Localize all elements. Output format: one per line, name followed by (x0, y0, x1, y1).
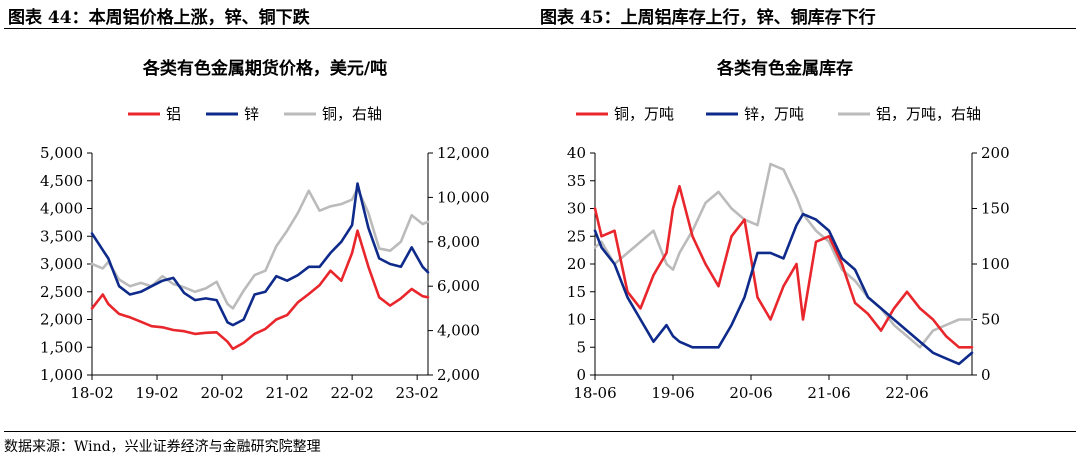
inventory-x-tick-label: 18-06 (573, 384, 616, 402)
price-left-tick-label: 2,500 (40, 283, 83, 301)
source-note: 数据来源：Wind，兴业证券经济与金融研究院整理 (4, 439, 321, 455)
inventory-left-tick-label: 15 (567, 283, 586, 301)
price-x-tick-label: 19-02 (135, 384, 178, 402)
right-figure-title: 图表 45：上周铝库存上行，锌、铜库存下行 (540, 8, 876, 28)
price-right-tick-label: 4,000 (437, 322, 480, 340)
price-x-tick-label: 21-02 (265, 384, 308, 402)
legend-label-aluminum-inventory: 铝，万吨，右轴 (876, 105, 981, 123)
inventory-left-tick-label: 40 (567, 144, 586, 162)
inventory-x-tick-label: 20-06 (729, 384, 772, 402)
inventory-right-tick-label: 150 (981, 200, 1010, 218)
inventory-left-tick-label: 20 (567, 255, 586, 273)
price-series-line-2 (90, 187, 430, 310)
price-series-line-0 (90, 229, 430, 351)
inventory-left-tick-label: 30 (567, 200, 586, 218)
header-rule (4, 28, 1076, 29)
price-right-tick-label: 12,000 (437, 144, 490, 162)
footer-rule (4, 431, 1076, 432)
price-left-tick-label: 4,000 (40, 200, 83, 218)
legend-label-copper-inventory: 铜，万吨 (614, 105, 674, 123)
price-x-tick-label: 23-02 (396, 384, 439, 402)
price-left-tick-label: 4,500 (40, 172, 83, 190)
price-x-tick-label: 22-02 (331, 384, 374, 402)
price-left-tick-label: 1,000 (40, 366, 83, 384)
price-series-line-1 (90, 182, 430, 327)
price-x-tick-label: 20-02 (200, 384, 243, 402)
left-figure-title: 图表 44：本周铝价格上涨，锌、铜下跌 (8, 8, 310, 28)
price-right-tick-label: 10,000 (437, 188, 490, 206)
inventory-series-line-2 (593, 162, 974, 349)
inventory-chart: 各类有色金属库存 铜，万吨 锌，万吨 铝，万吨，右轴 0 5 10 15 20 25 30 3… (567, 58, 1010, 402)
inventory-left-tick-label: 25 (567, 227, 586, 245)
inventory-series-line-0 (593, 185, 974, 349)
inventory-series-line-1 (593, 212, 974, 366)
inventory-chart-title: 各类有色金属库存 (716, 58, 853, 79)
legend-label-zinc: 锌 (244, 105, 259, 123)
inventory-right-tick-label: 200 (981, 144, 1010, 162)
legend-label-copper: 铜，右轴 (322, 105, 382, 123)
price-left-tick-label: 3,000 (40, 255, 83, 273)
inventory-left-tick-label: 5 (576, 338, 586, 356)
inventory-left-tick-label: 0 (576, 366, 586, 384)
price-left-tick-label: 3,500 (40, 227, 83, 245)
price-chart-title: 各类有色金属期货价格，美元/吨 (142, 58, 387, 79)
price-left-tick-label: 2,000 (40, 311, 83, 329)
inventory-x-tick-label: 19-06 (651, 384, 694, 402)
price-right-tick-label: 6,000 (437, 277, 480, 295)
legend-label-aluminum: 铝 (166, 105, 181, 123)
legend-label-zinc-inventory: 锌，万吨 (744, 105, 804, 123)
price-chart: 各类有色金属期货价格，美元/吨 铝 锌 铜，右轴 1,000 1,500 2,000… (40, 58, 490, 402)
price-left-tick-label: 5,000 (40, 144, 83, 162)
inventory-x-tick-label: 22-06 (885, 384, 928, 402)
price-legend: 铝 锌 铜，右轴 (128, 105, 382, 123)
price-left-tick-label: 1,500 (40, 338, 83, 356)
inventory-left-tick-label: 10 (567, 311, 586, 329)
price-x-tick-label: 18-02 (70, 384, 113, 402)
inventory-legend: 铜，万吨 锌，万吨 铝，万吨，右轴 (576, 105, 981, 123)
inventory-left-tick-label: 35 (567, 172, 586, 190)
price-right-tick-label: 8,000 (437, 233, 480, 251)
inventory-x-tick-label: 21-06 (807, 384, 850, 402)
inventory-right-tick-label: 0 (981, 366, 991, 384)
price-right-tick-label: 2,000 (437, 366, 480, 384)
inventory-right-tick-label: 100 (981, 255, 1010, 273)
inventory-right-tick-label: 50 (981, 311, 1000, 329)
